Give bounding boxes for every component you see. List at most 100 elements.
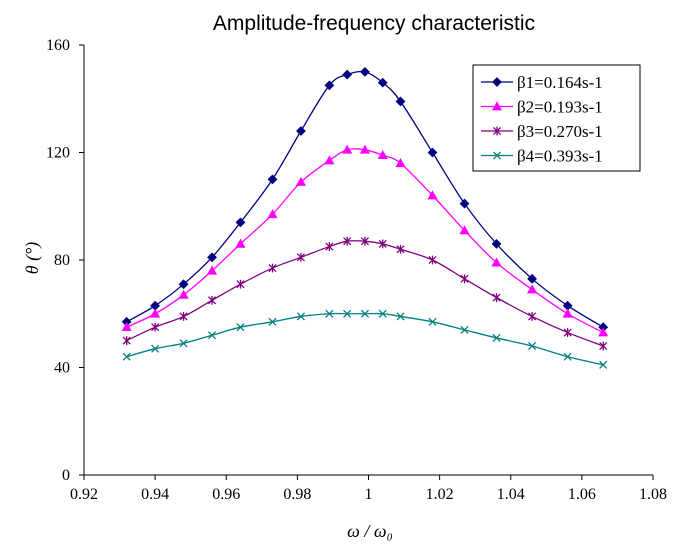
y-tick-label: 80 bbox=[54, 252, 70, 269]
x-tick-label: 1.06 bbox=[568, 486, 596, 503]
data-point bbox=[150, 308, 161, 318]
y-tick-label: 120 bbox=[46, 145, 70, 162]
plot-axes: 0.92 0.94 0.96 0.98 1 1.02 1.04 1.06 1.08 0 40 80 12… bbox=[46, 37, 667, 503]
x-tick-label: 0.96 bbox=[212, 486, 240, 503]
data-point bbox=[360, 236, 370, 246]
data-point bbox=[492, 333, 501, 342]
data-point bbox=[527, 273, 537, 284]
data-point bbox=[151, 344, 160, 353]
series-line bbox=[126, 70, 604, 328]
data-point bbox=[324, 155, 335, 165]
data-point bbox=[528, 341, 537, 351]
series-1 bbox=[121, 66, 609, 333]
data-point bbox=[296, 252, 305, 262]
data-point bbox=[492, 126, 502, 136]
data-point bbox=[562, 308, 573, 318]
data-point bbox=[528, 312, 537, 321]
legend: β1=0.164s-1 β2=0.193s-1 β3=0.270s-1 β4=0.39… bbox=[472, 64, 641, 172]
legend-label: β1=0.164s-1 bbox=[517, 73, 603, 92]
chart-title: Amplitude-frequency characteristic bbox=[213, 12, 535, 35]
data-point bbox=[378, 309, 387, 318]
data-point bbox=[267, 174, 278, 185]
legend-item: β2=0.193s-1 bbox=[481, 98, 603, 117]
data-point bbox=[377, 77, 388, 88]
data-point bbox=[492, 293, 501, 303]
x-tick-label: 0.92 bbox=[70, 486, 98, 503]
data-point bbox=[428, 317, 437, 326]
data-point bbox=[325, 242, 334, 251]
data-point bbox=[235, 238, 246, 248]
data-point bbox=[296, 126, 306, 136]
data-point bbox=[396, 244, 405, 254]
data-point bbox=[268, 317, 277, 326]
legend-label: β3=0.270s-1 bbox=[517, 122, 603, 141]
data-point bbox=[343, 309, 352, 318]
legend-label: β2=0.193s-1 bbox=[517, 98, 603, 117]
data-point bbox=[236, 323, 245, 332]
data-point bbox=[563, 328, 572, 337]
data-point bbox=[460, 274, 469, 284]
x-tick-label: 0.94 bbox=[141, 486, 169, 503]
data-point bbox=[492, 151, 502, 160]
data-point bbox=[343, 236, 352, 246]
legend-item: β4=0.393s-1 bbox=[481, 147, 603, 166]
data-point bbox=[178, 279, 189, 290]
x-tick-label: 1.04 bbox=[497, 486, 525, 503]
legend-item: β1=0.164s-1 bbox=[481, 73, 603, 92]
data-point bbox=[492, 77, 502, 87]
series-4 bbox=[122, 309, 608, 369]
data-point bbox=[342, 69, 353, 80]
data-point bbox=[179, 339, 188, 348]
data-point bbox=[122, 336, 131, 346]
data-point bbox=[395, 96, 406, 107]
series-3 bbox=[122, 236, 608, 351]
legend-item: β3=0.270s-1 bbox=[481, 122, 603, 141]
data-point bbox=[459, 225, 470, 235]
data-point bbox=[491, 257, 502, 267]
data-point bbox=[491, 101, 503, 111]
data-point bbox=[151, 322, 160, 332]
y-tick-label: 40 bbox=[54, 360, 70, 377]
data-point bbox=[236, 279, 245, 289]
data-point bbox=[342, 144, 353, 154]
data-point bbox=[268, 263, 277, 273]
x-axis-label: ω / ω₀ bbox=[347, 521, 393, 541]
data-point bbox=[360, 309, 370, 318]
data-point bbox=[377, 149, 388, 160]
y-tick-label: 160 bbox=[46, 37, 70, 54]
data-point bbox=[207, 331, 217, 340]
data-point bbox=[460, 325, 469, 334]
data-point bbox=[296, 312, 305, 321]
data-point bbox=[267, 209, 278, 219]
series-line bbox=[126, 312, 604, 366]
data-point bbox=[207, 295, 217, 305]
x-tick-label: 1.08 bbox=[639, 486, 667, 503]
series-2 bbox=[121, 144, 609, 337]
data-point bbox=[491, 238, 502, 249]
series-layer bbox=[121, 66, 609, 369]
data-point bbox=[527, 284, 538, 294]
data-point bbox=[122, 352, 131, 361]
data-point bbox=[395, 158, 406, 168]
data-point bbox=[563, 352, 572, 361]
data-point bbox=[359, 144, 370, 154]
data-point bbox=[179, 312, 188, 321]
data-point bbox=[599, 360, 608, 369]
data-point bbox=[325, 309, 334, 318]
data-point bbox=[459, 198, 470, 209]
data-point bbox=[178, 289, 189, 299]
data-point bbox=[427, 147, 438, 158]
data-point bbox=[295, 176, 306, 186]
data-point bbox=[235, 217, 246, 228]
x-tick-label: 0.98 bbox=[283, 486, 311, 503]
x-tick-label: 1 bbox=[365, 486, 373, 503]
x-tick-label: 1.02 bbox=[426, 486, 454, 503]
data-point bbox=[378, 239, 387, 249]
data-point bbox=[121, 321, 132, 332]
data-point bbox=[427, 190, 438, 200]
data-point bbox=[599, 341, 608, 351]
series-line bbox=[126, 240, 604, 347]
y-axis-label: θ (°) bbox=[22, 242, 43, 275]
data-point bbox=[206, 265, 218, 275]
